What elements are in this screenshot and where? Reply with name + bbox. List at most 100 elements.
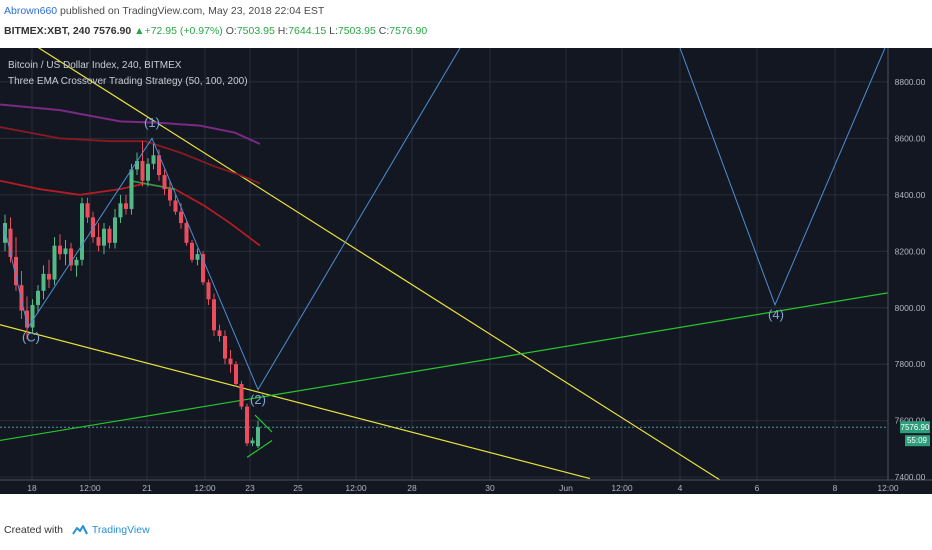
price-tick-label: 7400.00 [895,472,926,482]
time-tick-label: 12:00 [79,483,101,493]
candle-body [85,203,90,218]
trend-lines [0,48,901,481]
candle-body [168,189,172,201]
time-tick-label: Jun [559,483,573,493]
ema-200-line [0,126,261,185]
candle-body [223,336,227,359]
footer-credit: Created with TradingView [4,524,150,536]
candle-body [206,282,211,300]
time-tick-label: 8 [833,483,838,493]
elliott-wave-line [3,48,461,391]
ema-purple-line [0,103,261,145]
candle-body [217,330,222,336]
trend-line [246,439,273,458]
candle-body [80,203,84,260]
candle-body [102,228,106,246]
price-tick-label: 8600.00 [895,133,926,143]
chart-header: Abrown660 published on TradingView.com, … [0,0,932,48]
candle-body [47,273,51,280]
last-price-badge-label: 7576.90 [901,423,930,432]
axes: 8800.00 8600.00 8400.00 8200.00 8000.00 7800.… [0,48,932,494]
chart-legend: Bitcoin / US Dollar Index, 240, BITMEX T… [8,60,248,87]
time-tick-label: 12:00 [877,483,899,493]
price-chart[interactable]: (1) (C) (2) (4) 8800.00 8600.00 8400.00 8200.0… [0,48,932,494]
candle-body [14,256,18,286]
candle-body [162,175,167,190]
candle-body [250,440,255,444]
candle-body [228,358,233,365]
candle-body [8,228,13,257]
candle-body [36,290,40,305]
candle-body [25,310,29,328]
last-price: 7576.90 [93,25,132,37]
candle-body [107,228,112,243]
wave-label: (2) [250,392,266,407]
wave-label: (4) [768,307,784,322]
trend-line [0,324,591,480]
symbol-label: BITMEX:XBT, 240 [4,25,91,37]
ohlc-line: BITMEX:XBT, 240 7576.90 ▲+72.95 (+0.97%)… [4,25,427,37]
time-tick-label: 23 [245,483,255,493]
candle-body [195,254,200,260]
candle-body [173,200,178,212]
last-price-badge [900,421,930,434]
candle-body [74,259,79,266]
candle-body [212,299,216,331]
price-tick-label: 7800.00 [895,359,926,369]
candle-body [52,245,57,280]
trend-line [0,290,901,442]
legend-indicator[interactable]: Three EMA Crossover Trading Strategy (50… [8,76,248,87]
time-tick-label: 12:00 [345,483,367,493]
ema-lines [0,103,261,247]
time-tick-label: 25 [293,483,303,493]
chart-area[interactable]: (1) (C) (2) (4) 8800.00 8600.00 8400.00 8200.0… [0,48,932,494]
time-tick-label: 12:00 [611,483,633,493]
change-value: +72.95 (+0.97%) [144,25,223,37]
price-axis-bg [888,48,932,480]
wave-label: (1) [144,115,160,130]
grid [0,48,889,480]
tradingview-brand-link[interactable]: TradingView [91,524,150,536]
candle-body [118,203,123,218]
high-label: H: [277,25,289,37]
author-link[interactable]: Abrown660 [4,5,58,17]
candle-body [3,223,7,243]
candle-body [113,217,117,243]
candle-body [179,211,183,224]
footer: Created with TradingView [0,494,932,550]
candle-body [151,155,156,164]
elliott-wave-line [679,48,886,307]
candle-body [135,160,139,170]
wave-label: (C) [22,330,40,345]
candle-body [146,163,150,181]
price-tick-label: 8400.00 [895,190,926,200]
candle-body [239,384,244,407]
ema-50-line [129,179,176,190]
published-text: published on TradingView.com, May 23, 20… [60,5,325,17]
candle-body [245,406,249,444]
candle-body [58,245,62,255]
candle-body [184,223,189,243]
candle-body [41,273,46,291]
up-arrow-icon: ▲ [134,25,145,37]
high-value: 7644.15 [288,25,327,37]
time-tick-label: 18 [27,483,37,493]
candle-body [63,248,68,255]
time-tick-label: 30 [485,483,495,493]
candle-body [256,427,260,447]
price-tick-label: 8200.00 [895,246,926,256]
low-label: L: [329,25,338,37]
legend-title: Bitcoin / US Dollar Index, 240, BITMEX [8,60,182,71]
countdown-badge-label: 55:09 [907,436,928,445]
time-tick-label: 4 [678,483,683,493]
candle-body [234,364,238,384]
candle-body [201,254,205,283]
candle-body [69,248,73,266]
time-tick-label: 21 [142,483,152,493]
price-tick-label: 7600.00 [895,416,926,426]
candle-body [129,169,134,209]
price-tick-label: 8800.00 [895,77,926,87]
time-tick-label: 28 [407,483,417,493]
candle-body [190,242,194,260]
candle-body [124,203,128,209]
